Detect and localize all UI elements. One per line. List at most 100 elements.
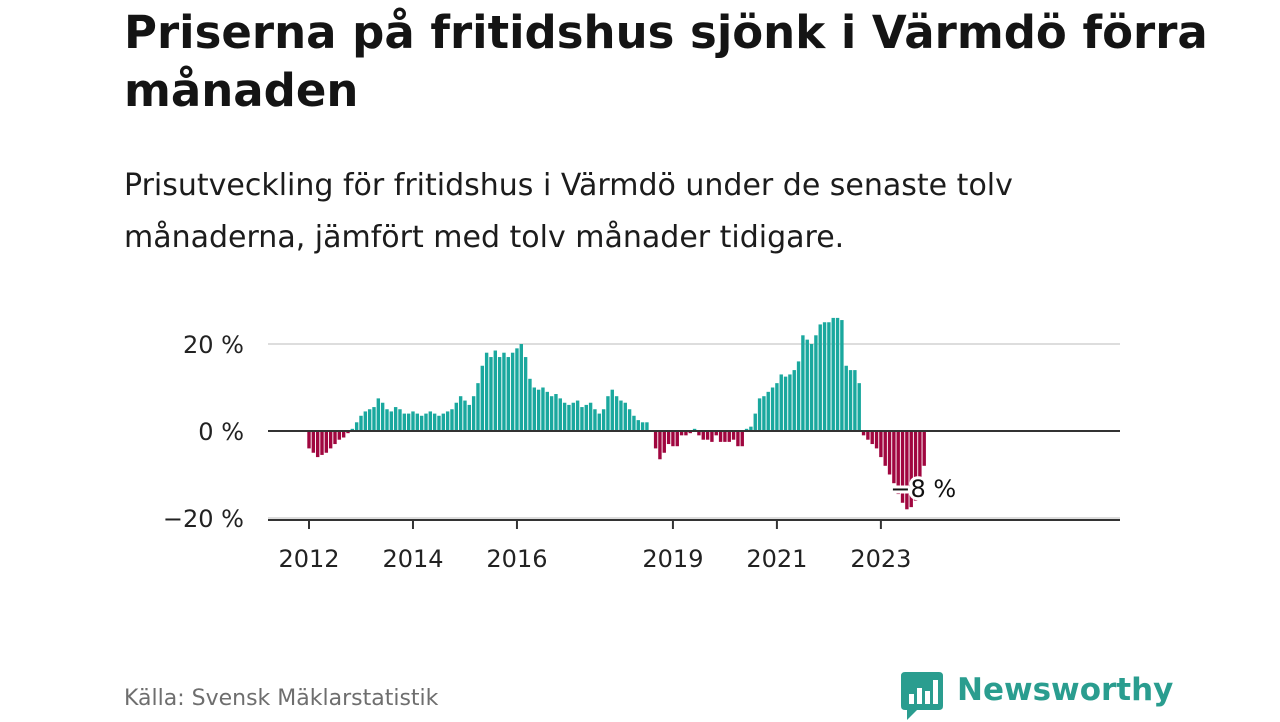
bar: [424, 413, 428, 431]
bar: [705, 431, 710, 440]
bar: [354, 422, 359, 431]
bar: [640, 422, 645, 431]
bar: [636, 420, 640, 432]
gridlines: [268, 343, 1120, 519]
bar: [454, 402, 458, 431]
bar: [562, 402, 567, 431]
bar: [848, 370, 853, 431]
bar: [757, 398, 762, 432]
bar: [827, 322, 831, 431]
bar: [554, 394, 558, 431]
bar: [450, 409, 454, 431]
bar: [619, 400, 623, 431]
x-tick-label: 2016: [486, 545, 547, 573]
bar: [913, 431, 918, 501]
bar: [398, 409, 402, 431]
bar: [788, 374, 792, 431]
bar: [710, 431, 714, 442]
y-tick-label: −20 %: [163, 505, 244, 533]
bar: [874, 431, 879, 449]
x-tick-label: 2014: [382, 545, 443, 573]
bar: [549, 396, 554, 431]
bar: [610, 389, 614, 431]
bar: [519, 344, 523, 431]
bar: [575, 400, 580, 431]
bar: [627, 409, 632, 431]
bar: [406, 413, 411, 431]
bar: [558, 398, 562, 432]
bar: [866, 431, 870, 440]
newsworthy-wordmark: Newsworthy: [957, 672, 1174, 708]
bar: [727, 431, 731, 442]
bar: [333, 431, 337, 445]
y-tick-label: 20 %: [183, 331, 244, 359]
bar: [718, 431, 723, 442]
bar: [645, 422, 649, 431]
bar: [857, 383, 861, 431]
bar: [571, 402, 575, 431]
bar: [861, 431, 866, 436]
axis-labels: 20 % 0 % −20 % 2012 2014 2016 2019 2021 2023 −8 %: [163, 331, 959, 573]
bar: [506, 357, 510, 431]
bar: [493, 350, 497, 431]
bar: [879, 431, 883, 458]
bar: [679, 431, 684, 436]
bar: [809, 344, 814, 431]
newsworthy-bar-chart-icon: [901, 672, 943, 720]
bar: [545, 391, 549, 431]
bar: [835, 317, 840, 431]
x-tick-label: 2012: [278, 545, 339, 573]
bar: [467, 404, 471, 431]
bar: [662, 431, 666, 453]
bar: [437, 415, 441, 431]
bar: [541, 387, 545, 431]
y-tick-label: 0 %: [198, 418, 244, 446]
bar: [497, 357, 502, 431]
bar: [476, 383, 480, 431]
bar: [419, 415, 424, 431]
bar: [731, 431, 736, 440]
bar: [714, 431, 718, 436]
bar: [770, 387, 775, 431]
chart-title: Priserna på fritidshus sjönk i Värmdö fö…: [124, 6, 1208, 117]
bar: [818, 324, 822, 431]
bar: [536, 389, 541, 431]
bar: [376, 398, 381, 432]
bar: [805, 339, 809, 431]
bar: [341, 431, 346, 438]
bar: [502, 352, 506, 431]
bar: [445, 411, 450, 431]
bar: [601, 409, 606, 431]
bar: [814, 335, 818, 431]
bar: [736, 431, 740, 447]
bar: [372, 407, 376, 431]
bar: [328, 431, 333, 449]
bar: [632, 415, 636, 431]
bar: [762, 396, 766, 431]
bar: [606, 396, 610, 431]
bar-chart: 20 % 0 % −20 % 2012 2014 2016 2019 2021 2023 −8 %: [163, 317, 1120, 573]
bar: [749, 426, 753, 431]
x-tick-label: 2019: [642, 545, 703, 573]
bar: [489, 357, 493, 431]
last-value-label: −8 %: [890, 475, 956, 503]
bar: [675, 431, 679, 447]
bar: [853, 370, 857, 431]
bar: [515, 348, 519, 431]
bar: [766, 391, 770, 431]
bar: [692, 428, 697, 431]
bar: [471, 396, 476, 431]
bar: [623, 402, 627, 431]
bar: [380, 402, 385, 431]
bar: [892, 431, 896, 484]
bar: [658, 431, 662, 460]
bar: [346, 431, 350, 434]
bar: [523, 357, 528, 431]
bar: [359, 415, 363, 431]
bar: [441, 413, 446, 431]
bar: [831, 317, 835, 431]
bar: [792, 370, 796, 431]
bar: [432, 413, 437, 431]
x-tick-label: 2021: [746, 545, 807, 573]
bar: [367, 409, 372, 431]
